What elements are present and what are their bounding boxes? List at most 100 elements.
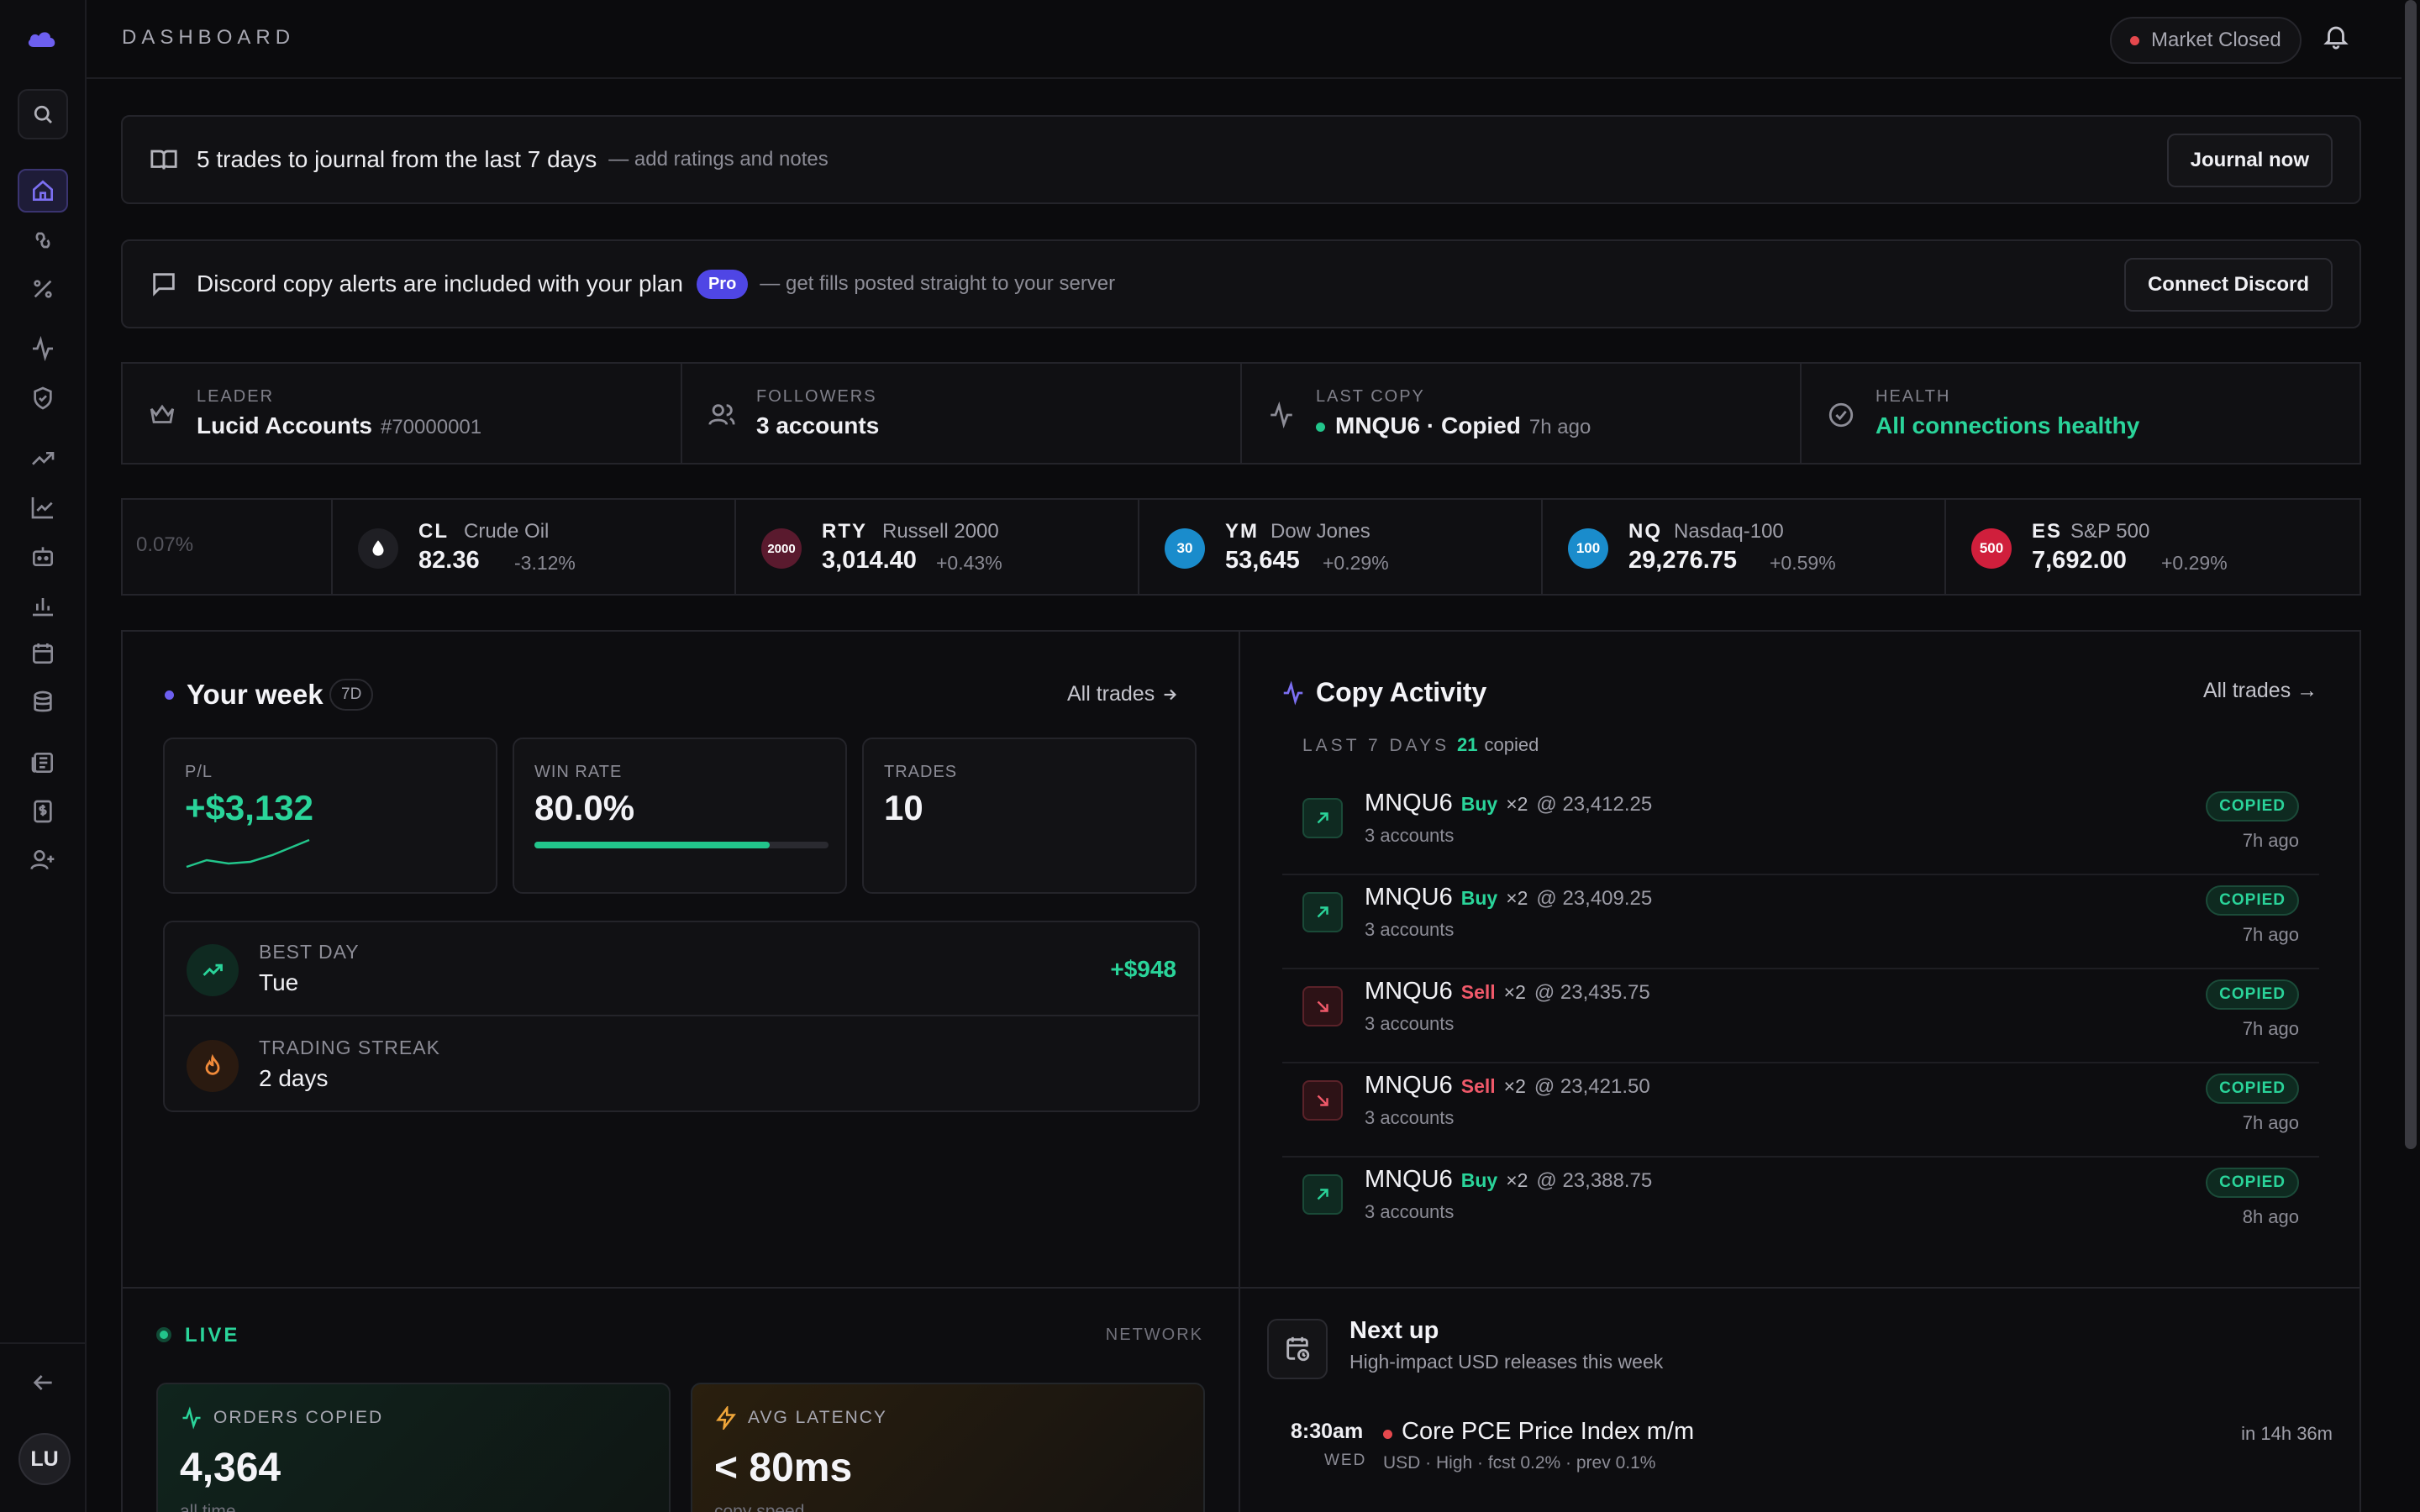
ticker-item-cl[interactable]: CL Crude Oil 82.36 -3.12% <box>331 500 734 594</box>
connect-discord-button[interactable]: Connect Discord <box>2123 258 2333 312</box>
metric-label: ORDERS COPIED <box>213 1408 384 1427</box>
win-rate-bar <box>534 842 829 848</box>
search-button[interactable] <box>18 89 68 139</box>
ticker-item-nq[interactable]: 100 NQ Nasdaq-100 29,276.75 +0.59% <box>1541 500 1944 594</box>
page-scrollbar[interactable] <box>2402 0 2420 1512</box>
arrow-up-right-icon <box>1317 906 1328 918</box>
ticker-change: +0.29% <box>1323 552 1389 574</box>
sidebar-item-activity[interactable] <box>18 327 68 370</box>
home-icon <box>33 180 53 201</box>
trending-up-icon <box>203 963 223 976</box>
all-trades-link[interactable]: All trades <box>1067 682 1179 706</box>
ticker-name: Nasdaq-100 <box>1674 520 1784 543</box>
ticker-item-ym[interactable]: 30 YM Dow Jones 53,645 +0.29% <box>1138 500 1541 594</box>
sidebar: LU <box>0 0 87 1512</box>
next-up-subtitle: High-impact USD releases this week <box>1349 1351 1664 1373</box>
sidebar-item-chart-line[interactable] <box>18 486 68 529</box>
live-label: LIVE <box>185 1324 240 1347</box>
win-rate-card[interactable]: WIN RATE 80.0% <box>513 738 847 894</box>
percent-icon <box>34 280 52 298</box>
stat-last-copy[interactable]: LAST COPY MNQU6 · Copied 7h ago <box>1242 364 1802 463</box>
journal-banner-text: 5 trades to journal from the last 7 days <box>197 146 597 172</box>
best-day-row[interactable]: BEST DAY Tue +$948 <box>165 922 1198 1016</box>
status-badge: COPIED <box>2206 885 2299 916</box>
scrollbar-thumb[interactable] <box>2405 0 2417 1149</box>
sidebar-item-database[interactable] <box>18 680 68 724</box>
list-item[interactable]: MNQU6 Buy ×2 @ 23,388.75 3 accounts COPIED … <box>1282 1158 2319 1252</box>
live-indicator <box>156 1327 171 1342</box>
trade-qty: ×2 <box>1506 1169 1528 1191</box>
logo-cloud-icon[interactable] <box>25 25 59 52</box>
list-item[interactable]: MNQU6 Buy ×2 @ 23,409.25 3 accounts COPIED … <box>1282 875 2319 969</box>
connection-stats: LEADER Lucid Accounts #70000001 FOLLOWERS… <box>121 362 2361 465</box>
sidebar-item-home[interactable] <box>18 169 68 213</box>
stat-value: All connections healthy <box>1876 412 2140 438</box>
trade-price: @ 23,409.25 <box>1536 887 1653 910</box>
ticker-badge: 30 <box>1165 528 1205 569</box>
stat-label: FOLLOWERS <box>756 387 877 406</box>
pl-sparkline <box>186 838 310 869</box>
sidebar-item-billing[interactable] <box>18 790 68 833</box>
sidebar-item-trending[interactable] <box>18 437 68 480</box>
arrow-right-icon <box>1164 690 1177 701</box>
calendar-clock-icon-wrap <box>1267 1319 1328 1379</box>
crown-icon <box>150 404 175 423</box>
trade-side: Buy <box>1460 793 1498 815</box>
users-icon <box>708 404 735 425</box>
ticker-name: Russell 2000 <box>882 520 999 543</box>
trades-card[interactable]: TRADES 10 <box>862 738 1197 894</box>
highlights-box: BEST DAY Tue +$948 TRADING STREAK 2 days <box>163 921 1200 1112</box>
book-open-icon <box>150 150 177 170</box>
ticker-name: Dow Jones <box>1270 520 1370 543</box>
calendar-icon <box>33 643 53 664</box>
ticker-item-rty[interactable]: 2000 RTY Russell 2000 3,014.40 +0.43% <box>734 500 1138 594</box>
market-status-badge[interactable]: Market Closed <box>2110 17 2302 64</box>
collapse-sidebar-button[interactable] <box>18 1361 68 1404</box>
sidebar-item-bot[interactable] <box>18 534 68 578</box>
sidebar-item-percent[interactable] <box>18 267 68 311</box>
avatar[interactable]: LU <box>18 1433 71 1485</box>
stat-followers[interactable]: FOLLOWERS 3 accounts <box>682 364 1242 463</box>
discord-banner: Discord copy alerts are included with yo… <box>121 239 2361 328</box>
trade-summary: MNQU6 Buy ×2 @ 23,409.25 <box>1365 884 1652 911</box>
sidebar-item-add-user[interactable] <box>18 838 68 882</box>
trade-time: 7h ago <box>2242 924 2299 945</box>
ticker-item-es[interactable]: 500 ES S&P 500 7,692.00 +0.29% <box>1944 500 2348 594</box>
sidebar-item-shield[interactable] <box>18 376 68 420</box>
status-dot <box>1316 423 1325 433</box>
trade-time: 7h ago <box>2242 1112 2299 1133</box>
trade-qty: ×2 <box>1503 1075 1526 1097</box>
win-rate-fill <box>534 842 770 848</box>
trade-symbol: MNQU6 <box>1365 1072 1453 1099</box>
market-ticker: 0.07% CL Crude Oil 82.36 -3.12% 2000 RTY… <box>121 498 2361 596</box>
sidebar-item-link[interactable] <box>18 218 68 262</box>
avg-latency-card[interactable]: AVG LATENCY < 80ms copy speed <box>691 1383 1205 1512</box>
pl-card[interactable]: P/L +$3,132 <box>163 738 497 894</box>
page-title: DASHBOARD <box>122 26 296 49</box>
stat-label: HEALTH <box>1876 387 1951 406</box>
ticker-name: Crude Oil <box>464 520 550 543</box>
arrow-up-right-icon <box>1317 1189 1328 1200</box>
stat-health[interactable]: HEALTH All connections healthy <box>1802 364 2360 463</box>
sidebar-item-calendar[interactable] <box>18 632 68 675</box>
notifications-button[interactable] <box>2322 22 2355 55</box>
trade-symbol: MNQU6 <box>1365 790 1453 816</box>
streak-row[interactable]: TRADING STREAK 2 days <box>165 1018 1198 1112</box>
ticker-price: 82.36 <box>418 547 480 574</box>
message-square-icon <box>153 273 175 297</box>
list-item[interactable]: MNQU6 Sell ×2 @ 23,435.75 3 accounts COPIED… <box>1282 969 2319 1063</box>
stat-leader[interactable]: LEADER Lucid Accounts #70000001 <box>123 364 682 463</box>
database-icon <box>34 690 52 712</box>
status-badge: COPIED <box>2206 1074 2299 1104</box>
trade-price: @ 23,388.75 <box>1536 1169 1653 1192</box>
sidebar-item-bar-chart[interactable] <box>18 583 68 627</box>
orders-copied-card[interactable]: ORDERS COPIED 4,364 all time <box>156 1383 671 1512</box>
list-item[interactable]: MNQU6 Buy ×2 @ 23,412.25 3 accounts COPIED … <box>1282 781 2319 875</box>
ticker-symbol: NQ <box>1628 520 1662 543</box>
all-trades-link[interactable]: All trades → <box>2203 679 2318 702</box>
droplet-icon <box>372 540 384 556</box>
journal-now-button[interactable]: Journal now <box>2166 134 2333 187</box>
list-item[interactable]: MNQU6 Sell ×2 @ 23,421.50 3 accounts COPIED… <box>1282 1063 2319 1158</box>
streak-value: 2 days <box>259 1065 329 1091</box>
sidebar-item-news[interactable] <box>18 741 68 785</box>
